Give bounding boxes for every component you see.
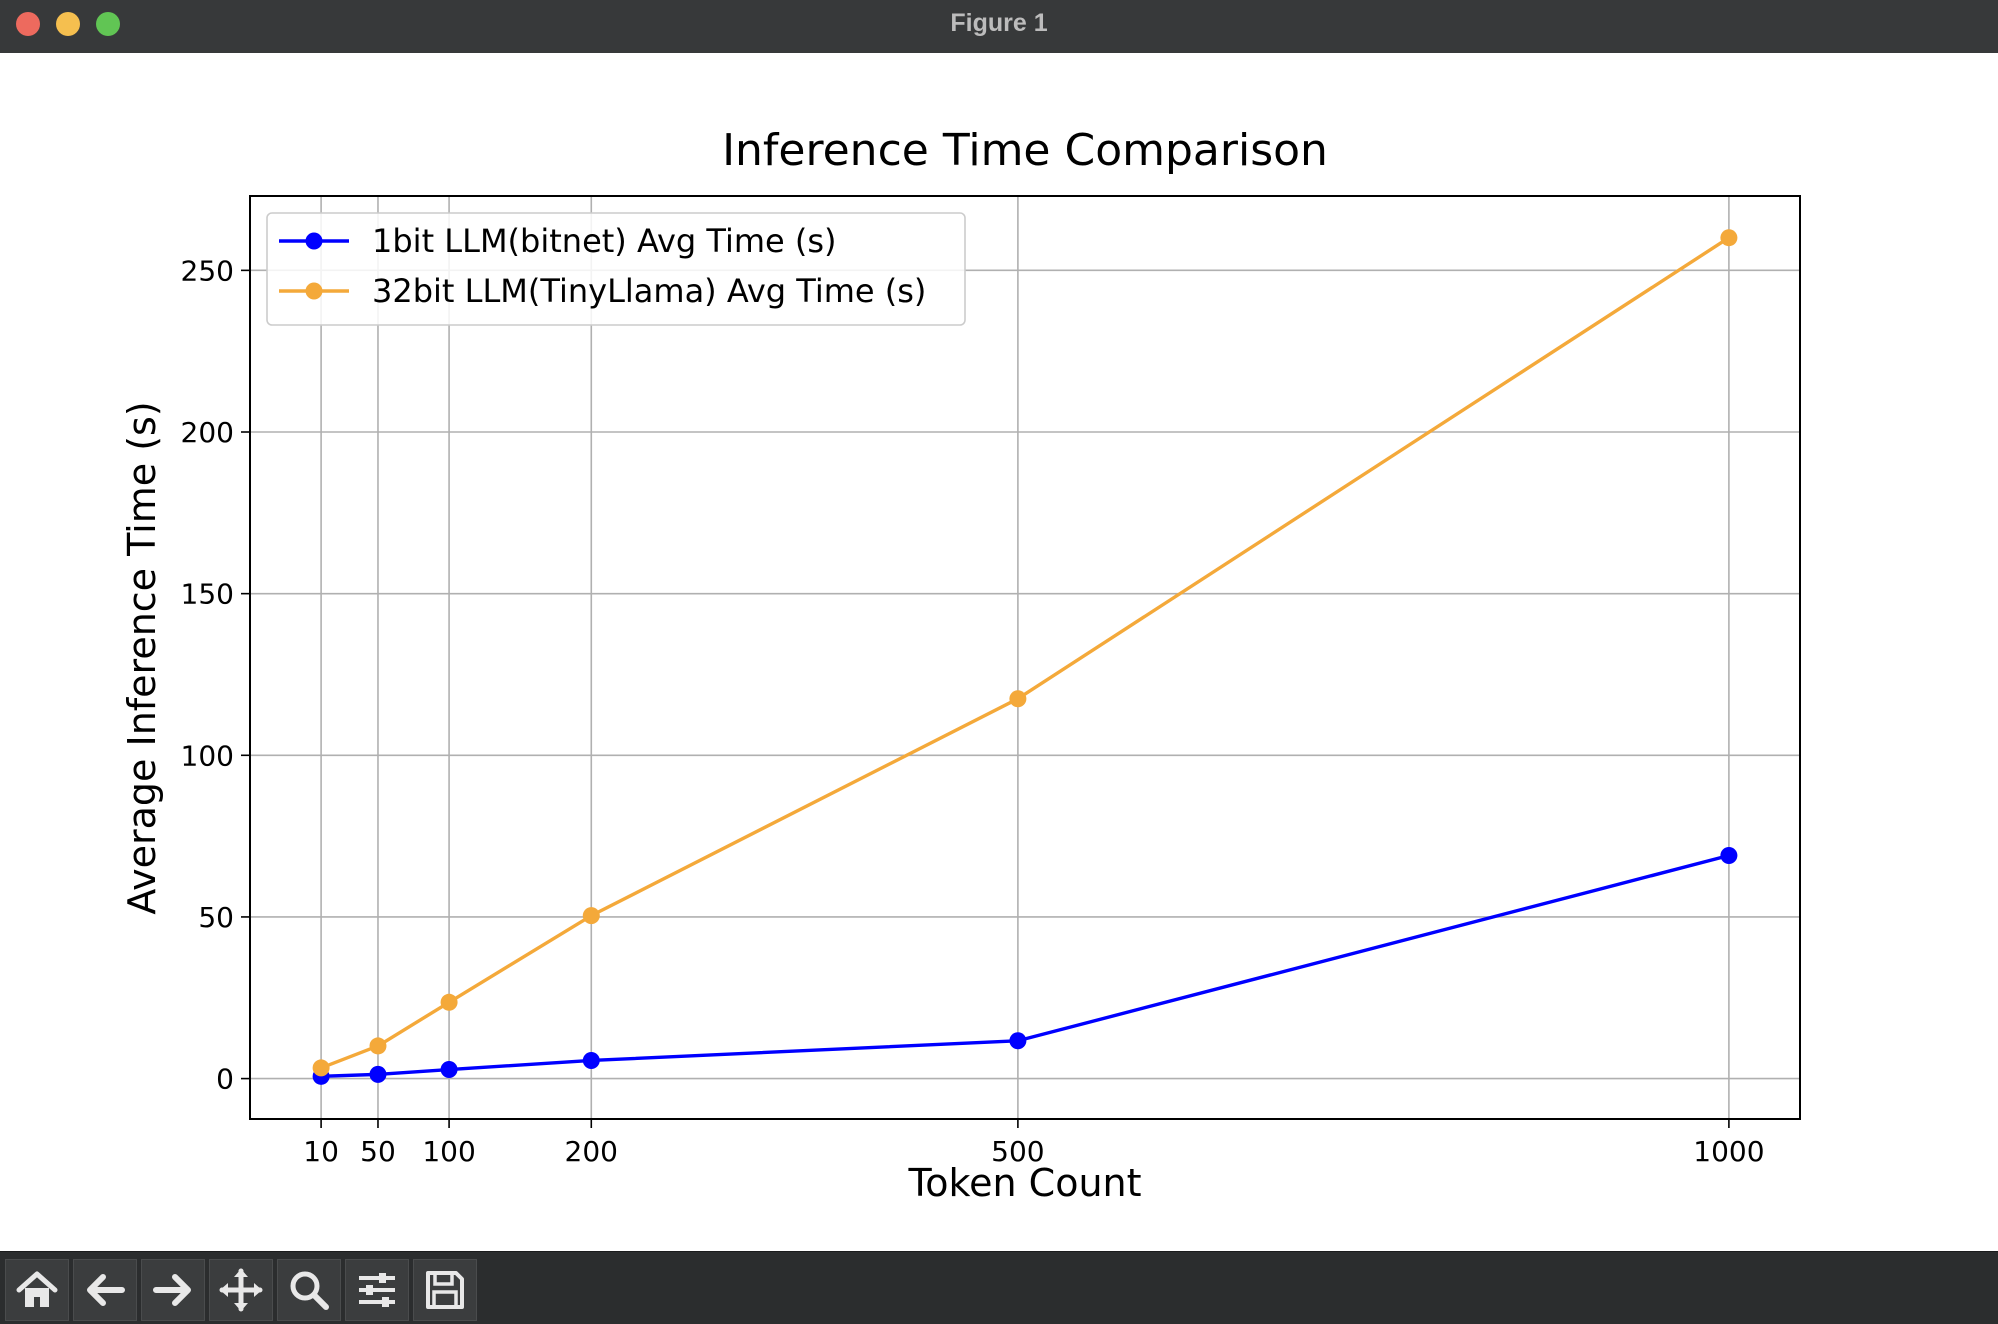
title-bar: Figure 1 bbox=[0, 0, 1998, 54]
data-point bbox=[369, 1037, 387, 1055]
save-icon bbox=[426, 1271, 464, 1309]
save-button[interactable] bbox=[413, 1259, 477, 1321]
data-point bbox=[582, 907, 600, 925]
configure-subplots-icon bbox=[359, 1273, 395, 1307]
pan-button[interactable] bbox=[209, 1259, 273, 1321]
back-arrow-icon bbox=[87, 1274, 125, 1306]
x-axis-label: Token Count bbox=[907, 1161, 1141, 1205]
series-line-2 bbox=[320, 236, 1730, 1070]
plot-frame bbox=[249, 195, 1801, 1120]
y-tick-label: 150 bbox=[181, 578, 234, 611]
data-point bbox=[369, 1065, 387, 1083]
line-chart: Inference Time Comparison Token Count Av… bbox=[120, 125, 1801, 1205]
legend: 1bit LLM(bitnet) Avg Time (s) 32bit LLM(T… bbox=[266, 212, 966, 326]
series-line-1 bbox=[321, 853, 1730, 1079]
legend-marker bbox=[305, 232, 323, 250]
data-point bbox=[440, 1061, 458, 1079]
window-title: Figure 1 bbox=[950, 9, 1048, 37]
data-point bbox=[440, 993, 458, 1011]
navigation-toolbar bbox=[0, 1251, 1998, 1324]
axis-ticks: 10 50 100 200 500 1000 0 50 100 150 200 250 bbox=[181, 254, 1765, 1168]
x-tick-label: 10 bbox=[303, 1135, 339, 1168]
x-tick-label: 1000 bbox=[1693, 1135, 1764, 1168]
chart-title: Inference Time Comparison bbox=[722, 125, 1328, 176]
minimize-window-button[interactable] bbox=[56, 12, 80, 36]
y-tick-label: 200 bbox=[181, 416, 234, 449]
zoom-button[interactable] bbox=[277, 1259, 341, 1321]
data-series bbox=[312, 229, 1738, 1085]
data-point bbox=[312, 1059, 330, 1077]
data-point bbox=[1720, 847, 1738, 865]
forward-arrow-icon bbox=[153, 1274, 191, 1306]
legend-marker bbox=[305, 282, 323, 300]
legend-label: 32bit LLM(TinyLlama) Avg Time (s) bbox=[372, 272, 926, 310]
x-tick-label: 100 bbox=[422, 1135, 475, 1168]
legend-label: 1bit LLM(bitnet) Avg Time (s) bbox=[372, 222, 837, 260]
x-tick-label: 50 bbox=[360, 1135, 396, 1168]
forward-button[interactable] bbox=[141, 1259, 205, 1321]
y-tick-label: 250 bbox=[181, 254, 234, 287]
data-point bbox=[582, 1051, 600, 1069]
configure-subplots-button[interactable] bbox=[345, 1259, 409, 1321]
y-tick-label: 100 bbox=[181, 739, 234, 772]
data-point bbox=[1009, 1032, 1027, 1050]
legend-box bbox=[266, 212, 966, 326]
x-tick-label: 200 bbox=[565, 1135, 618, 1168]
data-point bbox=[1009, 690, 1027, 708]
y-tick-label: 0 bbox=[216, 1063, 234, 1096]
back-button[interactable] bbox=[73, 1259, 137, 1321]
home-icon bbox=[16, 1271, 58, 1307]
y-tick-label: 50 bbox=[198, 901, 234, 934]
data-point bbox=[1720, 229, 1738, 247]
x-tick-label: 500 bbox=[991, 1135, 1044, 1168]
zoom-window-button[interactable] bbox=[96, 12, 120, 36]
y-axis-label: Average Inference Time (s) bbox=[120, 401, 164, 914]
close-window-button[interactable] bbox=[16, 12, 40, 36]
pan-icon bbox=[219, 1268, 263, 1312]
figure-canvas[interactable]: Inference Time Comparison Token Count Av… bbox=[0, 53, 1998, 1251]
zoom-icon bbox=[290, 1271, 329, 1310]
home-button[interactable] bbox=[5, 1259, 69, 1321]
